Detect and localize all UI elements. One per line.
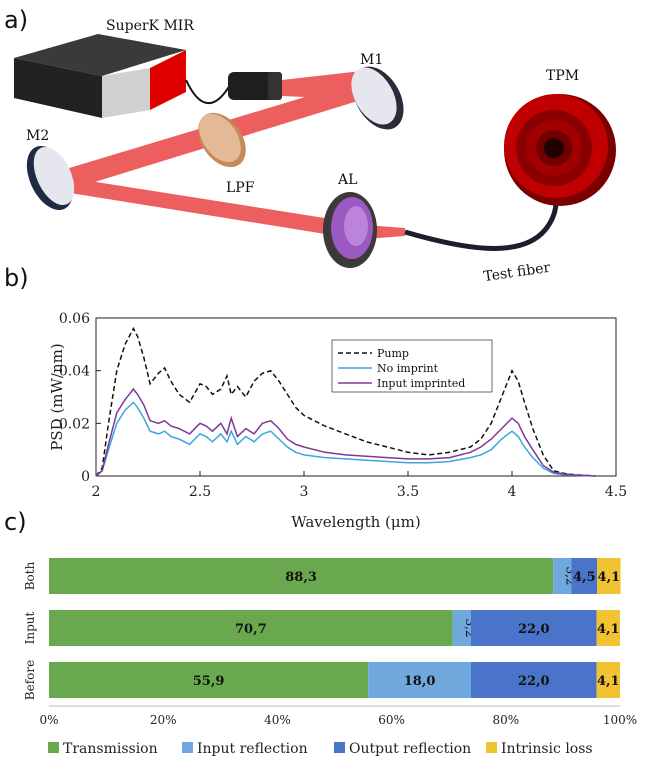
psd-x-axis-title: Wavelength (μm) [291,513,420,531]
psd-x-tick-label: 4.5 [605,484,627,500]
bar-legend-swatch [182,742,193,753]
bar-segment-label: 4,5 [573,570,596,585]
bar-segment [571,558,598,594]
psd-series-line-2 [95,387,596,477]
psd-x-axis: 2 2.5 3 3.5 4 4.5 [92,471,627,500]
bar-x-tick-label: 100% [603,713,637,727]
bar-segment-label: 4,1 [598,570,621,585]
panel-a: a) SuperK MIR M1 [4,6,616,285]
bar-legend-label: Input reflection [197,741,308,757]
label-m1: M1 [360,52,383,68]
bar-legend-swatch [486,742,497,753]
psd-series [95,326,596,477]
bar-segment-label: 18,0 [404,674,436,689]
bar-legend-label: Output reflection [349,741,471,757]
panel-c-letter: c) [4,508,27,536]
bar-segment-label: 55,9 [193,674,225,689]
bar-x-tick-label: 40% [264,713,291,727]
label-tpm: TPM [546,68,579,84]
bar-row-input: Input 70,7 3,2 22,0 4,1 [23,610,620,646]
panel-b-letter: b) [4,264,29,292]
panel-b: b) 0 0.02 0.04 0.06 2 2.5 3 3.5 4 4.5 PSD (mW/nm… [4,264,627,531]
bar-segment [452,610,471,646]
bar-legend-swatch [334,742,345,753]
panel-a-letter: a) [4,6,28,34]
psd-x-tick-label: 3 [300,484,309,500]
bar-legend-swatch [48,742,59,753]
bar-row-both: Both 88,3 3,24,5 4,1 [23,558,621,594]
psd-legend: Pump No imprint Input imprinted [331,339,493,393]
psd-y-axis-title: PSD (mW/nm) [48,343,66,450]
bar-segment [49,662,369,698]
bar-x-tick-label: 80% [492,713,519,727]
filter-lpf: LPF [198,112,255,196]
bar-row-label: Before [23,660,37,700]
psd-y-tick-label: 0 [81,469,90,485]
bar-row-label: Both [23,561,37,590]
psd-x-tick-label: 3.5 [397,484,419,500]
mirror-m1: M1 [351,52,404,130]
bar-x-axis: 0% 20% 40% 60% 80% 100% [39,705,637,727]
psd-y-axis: 0 0.02 0.04 0.06 [59,311,101,485]
psd-legend-label: Pump [377,347,409,360]
bar-segment-label: 4,1 [597,622,620,637]
bar-segment [470,662,597,698]
psd-x-tick-label: 2.5 [189,484,211,500]
label-test-fiber: Test fiber [483,260,552,285]
collimator [228,72,282,100]
bar-segment [49,558,554,594]
mirror-m2: M2 [26,128,75,210]
bar-legend-label: Transmission [63,741,158,757]
bar-segment [596,610,620,646]
bar-x-tick-label: 0% [39,713,58,727]
bar-segment-label: 88,3 [285,570,317,585]
bar-segment [553,558,572,594]
psd-x-tick-label: 2 [92,484,101,500]
psd-x-tick-label: 4 [508,484,517,500]
bar-legend-label: Intrinsic loss [501,741,593,757]
bar-segment [596,662,620,698]
lens-al: AL [323,172,377,268]
bar-segment [49,610,453,646]
bar-segment-label: 4,1 [597,674,620,689]
label-lpf: LPF [226,180,255,196]
psd-legend-label: Input imprinted [377,377,465,390]
psd-plot-frame [95,317,617,477]
label-m2: M2 [26,128,49,144]
psd-y-tick-label: 0.04 [59,364,90,380]
label-al: AL [337,172,357,188]
bar-segment [470,610,597,646]
tpm-power-meter: TPM [504,68,616,206]
bar-row-before: Before 55,9 18,0 22,0 4,1 [23,660,620,700]
bar-segment [368,662,471,698]
psd-y-tick-label: 0.02 [59,416,90,432]
bar-x-tick-label: 20% [150,713,177,727]
bar-segment-label: 22,0 [518,622,550,637]
bar-segment-label: 70,7 [235,622,267,637]
psd-series-line-1 [95,401,596,477]
bar-row-label: Input [23,611,37,644]
bar-segment [597,558,621,594]
bar-x-tick-label: 60% [378,713,405,727]
psd-y-tick-label: 0.06 [59,311,90,327]
psd-legend-label: No imprint [377,362,439,375]
psd-series-line-0 [95,326,596,477]
source-cable [185,79,231,105]
bar-segment-label: 22,0 [518,674,550,689]
label-superk: SuperK MIR [106,18,194,34]
superk-source: SuperK MIR [14,18,194,118]
bar-legend: Transmission Input reflection Output refle… [48,741,593,757]
